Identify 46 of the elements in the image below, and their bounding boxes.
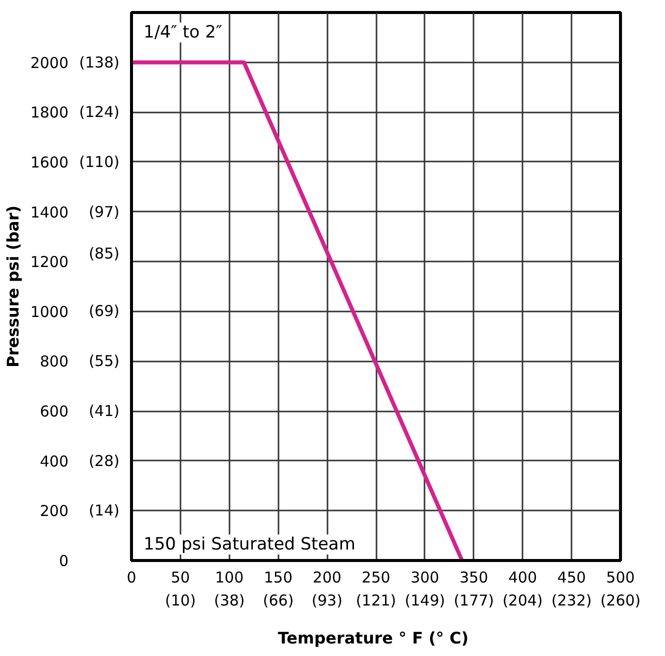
y2-tick-label: (124) — [79, 103, 120, 122]
y2-tick-label: (55) — [88, 352, 120, 370]
y-tick-label: 1200 — [30, 253, 69, 272]
y-tick-label: 600 — [40, 402, 69, 421]
y-tick-label: 1800 — [30, 104, 69, 122]
x2-tick-label: (93) — [312, 592, 342, 610]
x-tick-label: 150 — [264, 568, 293, 586]
annotation: 150 psi Saturated Steam — [144, 534, 356, 554]
x2-tick-label: (38) — [214, 592, 245, 610]
x-tick-label: 0 — [126, 568, 136, 586]
x2-tick-label: (121) — [356, 592, 396, 610]
x-tick-label: 400 — [508, 568, 538, 586]
x-tick-label: 500 — [606, 568, 635, 586]
x2-tick-label: (177) — [454, 592, 494, 610]
y-axis-title: Pressure psi (bar) — [3, 205, 22, 368]
x-tick-label: 200 — [312, 568, 342, 586]
x-axis-title: Temperature ° F (° C) — [278, 628, 469, 648]
x2-tick-label: (149) — [404, 592, 446, 610]
y-tick-label: 0 — [58, 552, 69, 570]
y2-tick-label: (41) — [88, 402, 120, 420]
x2-tick-label: (204) — [502, 592, 543, 610]
x-tick-label: 50 — [170, 568, 190, 586]
y-tick-label: 2000 — [30, 54, 69, 72]
y-tick-label: 800 — [40, 352, 69, 371]
y2-tick-label: (69) — [88, 302, 120, 320]
y-tick-label: 1600 — [30, 153, 69, 172]
x2-tick-label: (232) — [551, 592, 592, 610]
x-tick-label: 450 — [557, 568, 586, 586]
y-tick-label: 1400 — [30, 203, 69, 222]
x2-tick-label: (260) — [600, 592, 641, 610]
y-tick-label: 200 — [40, 502, 69, 520]
x-tick-label: 250 — [362, 568, 390, 586]
x2-tick-label: (10) — [165, 592, 196, 610]
y2-tick-label: (138) — [79, 53, 120, 72]
y2-tick-label: (97) — [88, 202, 120, 221]
x-tick-label: 350 — [459, 568, 488, 586]
y2-tick-label: (110) — [79, 153, 120, 172]
y2-tick-label: (85) — [88, 244, 120, 262]
y-tick-label: 1000 — [30, 302, 69, 321]
y2-tick-label: (28) — [88, 452, 120, 470]
y2-tick-label: (14) — [88, 502, 120, 520]
x2-tick-label: (66) — [262, 592, 294, 610]
annotation: 1/4″ to 2″ — [144, 22, 222, 42]
x-tick-label: 100 — [214, 568, 244, 586]
x-tick-label: 300 — [410, 568, 440, 586]
y-tick-label: 400 — [40, 452, 69, 470]
